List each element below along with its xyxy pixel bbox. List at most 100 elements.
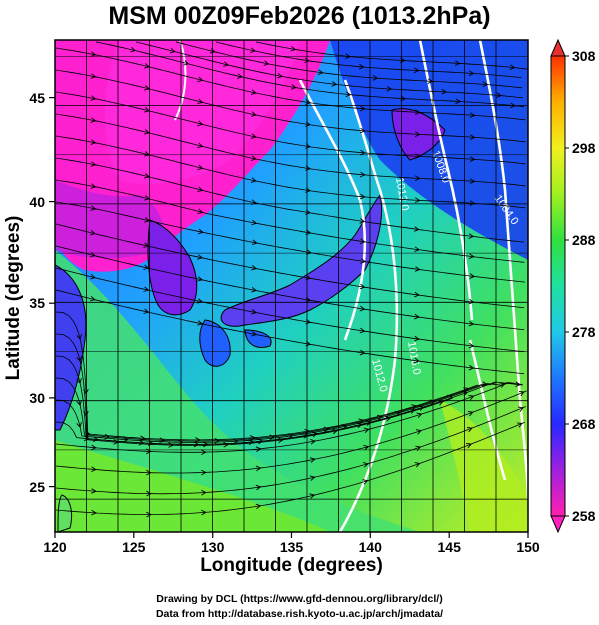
streamline-arrow: [89, 295, 96, 302]
streamline-arrow: [277, 72, 283, 79]
streamline-arrow: [359, 218, 366, 224]
taiwan-landmass: [57, 494, 73, 532]
y-tick-45: 45: [29, 90, 45, 106]
streamline-arrow: [414, 462, 421, 468]
streamline-arrow: [140, 435, 146, 441]
contour-label-1016: 1016.0: [405, 340, 423, 375]
streamline-arrow: [414, 313, 420, 320]
streamline: [55, 245, 525, 331]
streamline-arrow: [466, 442, 472, 449]
streamline-arrow: [468, 320, 475, 327]
streamline-arrow: [197, 298, 204, 304]
streamline-arrow: [362, 479, 369, 485]
streamline-arrow: [91, 509, 97, 516]
streamline-arrow: [250, 111, 257, 117]
streamline-arrow: [363, 427, 370, 434]
streamline-arrow: [197, 164, 204, 171]
streamline-arrow: [89, 273, 96, 280]
streamline: [135, 41, 523, 99]
streamline-arrow: [197, 208, 204, 215]
streamline-arrow: [469, 134, 476, 140]
streamline-arrow: [359, 327, 366, 334]
streamline-arrow: [359, 105, 366, 112]
axis-ticks: [49, 96, 529, 538]
streamline-arrow: [414, 357, 420, 364]
streamline-arrow: [177, 439, 184, 445]
streamline-arrow: [143, 264, 150, 270]
streamline-arrow: [416, 412, 423, 419]
streamline: [55, 157, 525, 243]
streamline-arrow: [517, 406, 524, 412]
streamline: [55, 135, 526, 209]
streamline-arrow: [469, 200, 476, 206]
streamline-arrow: [468, 364, 475, 371]
streamline-arrow: [359, 349, 366, 356]
streamline-arrow: [415, 429, 422, 435]
streamline-arrow: [90, 205, 97, 211]
streamline-arrow: [482, 381, 488, 387]
streamline-arrow: [195, 437, 201, 443]
streamline-arrow: [197, 276, 204, 282]
streamline-arrow: [197, 228, 204, 235]
streamline-arrow: [358, 63, 365, 70]
streamline-arrow: [197, 98, 204, 105]
streamline-arrow: [90, 117, 97, 123]
streamline-arrow: [169, 47, 176, 54]
streamline-arrow: [517, 422, 523, 428]
streamline-arrow: [496, 92, 502, 99]
streamline-arrow: [90, 183, 97, 189]
lat-lon-grid: [55, 40, 528, 532]
streamline-arrow: [317, 69, 324, 76]
colorbar-max-arrow: [550, 38, 566, 57]
streamline-arrow: [130, 46, 137, 53]
y-axis-label: Latitude (degrees): [3, 215, 24, 381]
y-tick-25: 25: [29, 479, 45, 495]
streamline-arrow: [143, 286, 150, 292]
streamline-arrow: [414, 266, 421, 272]
streamline-arrow: [255, 503, 262, 510]
streamline-arrow: [441, 89, 448, 95]
streamline-arrow: [415, 445, 422, 452]
credit-data: Data from http://database.rish.kyoto-u.a…: [155, 608, 444, 620]
streamline: [55, 91, 526, 165]
colorbar-tick-268: 268: [572, 416, 596, 432]
streamline-arrow: [90, 95, 97, 101]
streamline: [55, 382, 515, 443]
streamline: [55, 382, 523, 453]
streamline: [255, 41, 528, 70]
streamline-arrow: [469, 112, 476, 118]
streamline-arrow: [83, 435, 90, 442]
streamline-arrow: [143, 242, 150, 248]
colorbar-scale: [550, 55, 566, 517]
streamline-arrow: [376, 414, 383, 421]
wind-streamlines: [55, 41, 528, 518]
streamline-arrow: [236, 73, 243, 79]
streamline-arrow: [223, 441, 229, 448]
streamline-arrow: [250, 155, 257, 161]
streamline-arrow: [359, 127, 366, 134]
streamline-arrow: [91, 488, 97, 494]
x-tick-130: 130: [201, 539, 225, 555]
streamline-arrow: [455, 98, 462, 105]
streamline-arrow: [468, 70, 475, 77]
streamline-arrow: [359, 149, 366, 156]
streamline: [55, 390, 527, 474]
streamline-arrow: [255, 484, 262, 491]
streamline-arrow: [201, 469, 207, 476]
streamline-arrow: [309, 475, 316, 481]
streamline-arrow: [90, 73, 97, 79]
streamline-arrow: [359, 171, 366, 178]
streamline-arrow: [251, 287, 258, 293]
streamline-arrow: [356, 422, 363, 428]
streamline-arrow: [413, 226, 420, 232]
streamline-arrow: [345, 91, 352, 98]
streamline-arrow: [468, 233, 475, 239]
x-tick-140: 140: [359, 539, 383, 555]
streamline-arrow: [290, 84, 297, 90]
streamline-arrow: [232, 438, 239, 445]
streamline-arrow: [201, 509, 207, 516]
streamline-arrow: [323, 426, 330, 433]
streamline-arrow: [414, 175, 421, 182]
streamline-arrow: [251, 265, 258, 271]
y-tick-30: 30: [29, 390, 45, 406]
